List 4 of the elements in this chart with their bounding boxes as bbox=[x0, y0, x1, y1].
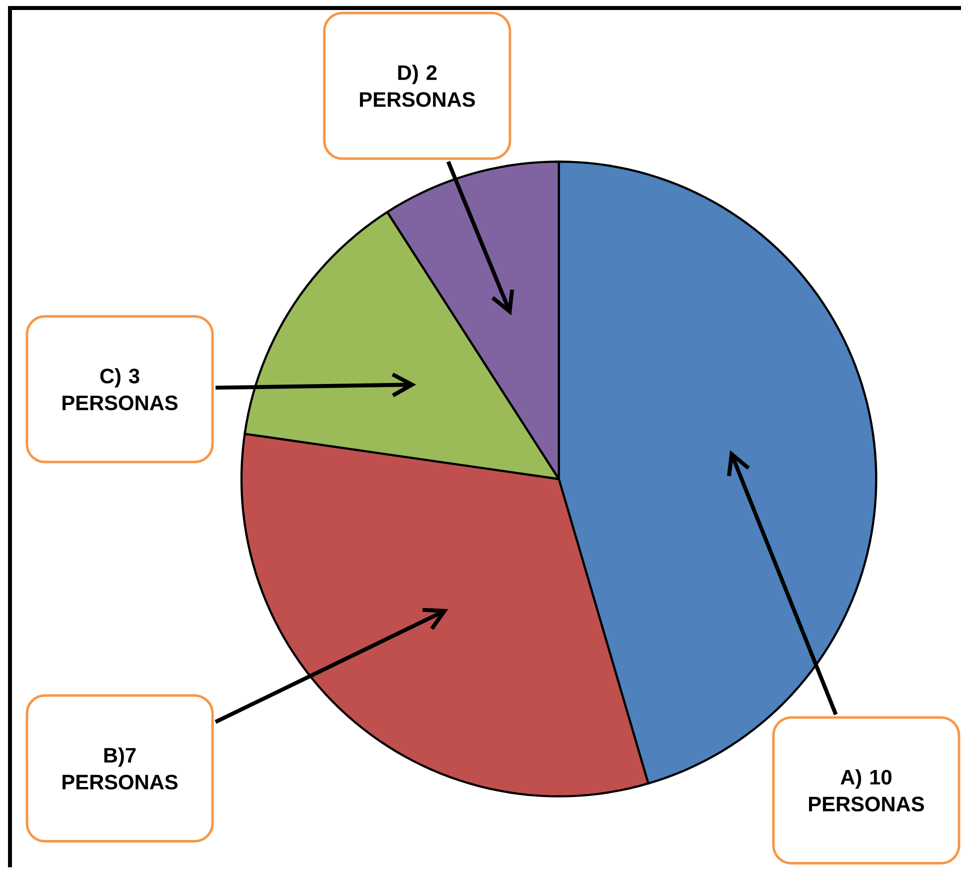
slice-label: B)7 PERSONAS bbox=[62, 747, 178, 790]
slice-label: D) 2 PERSONAS bbox=[360, 64, 475, 107]
slice-label: A) 10 PERSONAS bbox=[809, 769, 924, 812]
slice-label: C) 3 PERSONAS bbox=[62, 368, 178, 410]
